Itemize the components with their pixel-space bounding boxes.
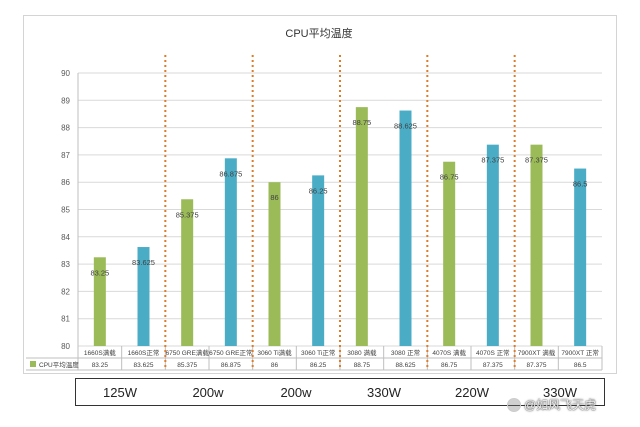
chart-title: CPU平均温度 bbox=[285, 28, 353, 40]
legend-swatch bbox=[30, 361, 36, 367]
data-label: 88.75 bbox=[352, 118, 371, 127]
y-tick-label: 84 bbox=[61, 233, 70, 242]
power-cell: 330W bbox=[367, 384, 401, 400]
category-label: 6750 GRE正常 bbox=[209, 348, 252, 357]
bar bbox=[268, 182, 281, 346]
watermark-logo-icon bbox=[507, 397, 521, 412]
data-label: 83.625 bbox=[132, 258, 155, 267]
y-tick-label: 86 bbox=[61, 178, 70, 187]
watermark: @如风飞天虎 bbox=[507, 396, 596, 413]
power-cell: 220W bbox=[455, 384, 489, 400]
bar bbox=[399, 110, 412, 346]
category-label: 7900XT 满载 bbox=[518, 348, 556, 357]
data-label: 83.25 bbox=[90, 268, 109, 277]
y-tick-label: 83 bbox=[61, 260, 70, 269]
y-tick-label: 85 bbox=[61, 206, 70, 215]
power-cell: 125W bbox=[103, 384, 137, 400]
y-tick-label: 81 bbox=[61, 315, 70, 324]
category-label: 7900XT 正常 bbox=[561, 348, 598, 357]
category-label: 3080 满载 bbox=[347, 348, 377, 357]
table-value: 86.75 bbox=[441, 362, 458, 369]
table-value: 87.375 bbox=[483, 362, 503, 369]
table-value: 83.625 bbox=[134, 362, 154, 369]
table-value: 83.25 bbox=[92, 362, 109, 369]
data-label: 87.375 bbox=[525, 156, 548, 165]
power-cell: 200w bbox=[192, 384, 224, 400]
bar bbox=[574, 168, 587, 346]
bar bbox=[224, 158, 237, 346]
table-value: 88.625 bbox=[396, 362, 416, 369]
bar bbox=[181, 199, 194, 346]
data-label: 86.5 bbox=[573, 180, 588, 189]
power-cell: 200w bbox=[280, 384, 312, 400]
table-value: 86.5 bbox=[574, 362, 587, 369]
category-label: 3080 正常 bbox=[391, 348, 420, 357]
table-value: 85.375 bbox=[177, 362, 197, 369]
category-label: 4070S 正常 bbox=[476, 348, 510, 357]
category-label: 3060 Ti正常 bbox=[301, 348, 335, 357]
bar bbox=[530, 144, 543, 346]
data-label: 86.75 bbox=[440, 173, 459, 182]
category-label: 6750 GRE满载 bbox=[165, 348, 209, 357]
y-tick-label: 87 bbox=[61, 151, 70, 160]
data-label: 86 bbox=[270, 193, 278, 202]
bar bbox=[443, 161, 456, 346]
bar bbox=[93, 257, 106, 346]
category-label: 1660S正常 bbox=[128, 348, 160, 357]
table-value: 86.875 bbox=[221, 362, 241, 369]
data-label: 85.375 bbox=[176, 210, 199, 219]
bar bbox=[486, 144, 499, 346]
table-value: 86.25 bbox=[310, 362, 327, 369]
data-label: 87.375 bbox=[481, 156, 504, 165]
table-value: 88.75 bbox=[354, 362, 371, 369]
data-label: 86.25 bbox=[309, 186, 328, 195]
table-value: 87.375 bbox=[527, 362, 547, 369]
power-cell: 330W bbox=[543, 384, 577, 400]
data-label: 88.625 bbox=[394, 122, 417, 131]
bar bbox=[312, 175, 325, 346]
y-tick-label: 80 bbox=[61, 342, 70, 351]
y-tick-label: 82 bbox=[61, 287, 70, 296]
watermark-text: @如风飞天虎 bbox=[524, 398, 597, 412]
bar bbox=[355, 107, 368, 346]
bar bbox=[137, 247, 150, 346]
category-label: 1660S满载 bbox=[84, 348, 116, 357]
y-tick-label: 88 bbox=[61, 124, 70, 133]
category-label: 4070S 满载 bbox=[432, 348, 466, 357]
category-label: 3060 Ti满载 bbox=[257, 348, 292, 357]
legend-label: CPU平均温度 bbox=[39, 360, 79, 369]
y-tick-label: 90 bbox=[61, 69, 70, 78]
table-value: 86 bbox=[271, 362, 279, 369]
data-label: 86.875 bbox=[219, 169, 242, 178]
y-tick-label: 89 bbox=[61, 96, 70, 105]
